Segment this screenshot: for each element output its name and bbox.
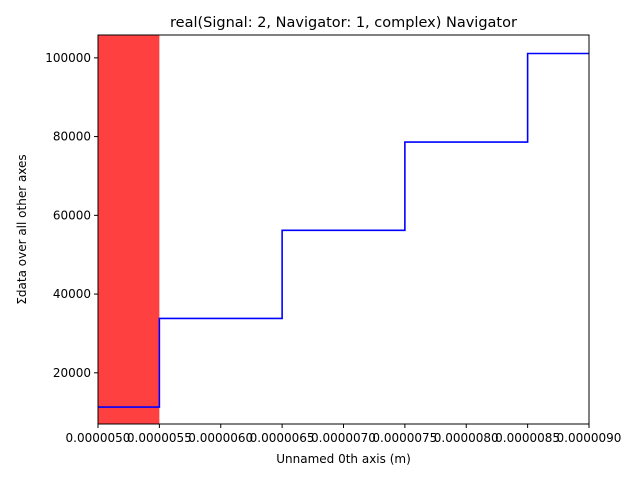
y-tick-label: 60000 <box>53 208 91 222</box>
y-tick-label: 100000 <box>45 51 91 65</box>
x-axis-label: Unnamed 0th axis (m) <box>276 452 411 466</box>
x-axis-ticks: 0.00000500.00000550.00000600.00000650.00… <box>66 424 622 445</box>
y-tick-label: 40000 <box>53 287 91 301</box>
x-tick-label: 0.0000055 <box>127 431 192 445</box>
y-tick-label: 20000 <box>53 366 91 380</box>
x-tick-label: 0.0000080 <box>434 431 499 445</box>
series-line-0 <box>98 52 589 408</box>
x-tick-label: 0.0000050 <box>66 431 131 445</box>
x-tick-label: 0.0000065 <box>250 431 315 445</box>
x-tick-label: 0.0000060 <box>188 431 253 445</box>
x-tick-label: 0.0000090 <box>557 431 622 445</box>
chart-title: real(Signal: 2, Navigator: 1, complex) N… <box>170 15 517 31</box>
x-tick-label: 0.0000070 <box>311 431 376 445</box>
y-tick-label: 80000 <box>53 130 91 144</box>
highlight-span-layer <box>98 35 160 424</box>
x-tick-label: 0.0000075 <box>372 431 437 445</box>
x-tick-label: 0.0000085 <box>495 431 560 445</box>
series-layer <box>98 52 589 408</box>
y-axis-label: Σdata over all other axes <box>15 154 29 304</box>
highlight-span <box>98 35 160 424</box>
y-axis-ticks: 20000 40000 60000 80000 100000 <box>45 51 98 380</box>
